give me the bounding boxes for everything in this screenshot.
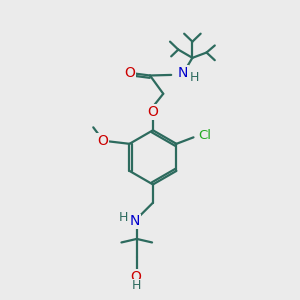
Text: N: N	[130, 214, 140, 228]
Text: H: H	[131, 279, 141, 292]
Text: N: N	[178, 66, 188, 80]
Text: H: H	[119, 211, 128, 224]
Text: O: O	[124, 66, 135, 80]
Text: O: O	[148, 105, 158, 119]
Text: Cl: Cl	[198, 129, 211, 142]
Text: O: O	[131, 270, 142, 284]
Text: H: H	[190, 71, 199, 84]
Text: O: O	[97, 134, 108, 148]
